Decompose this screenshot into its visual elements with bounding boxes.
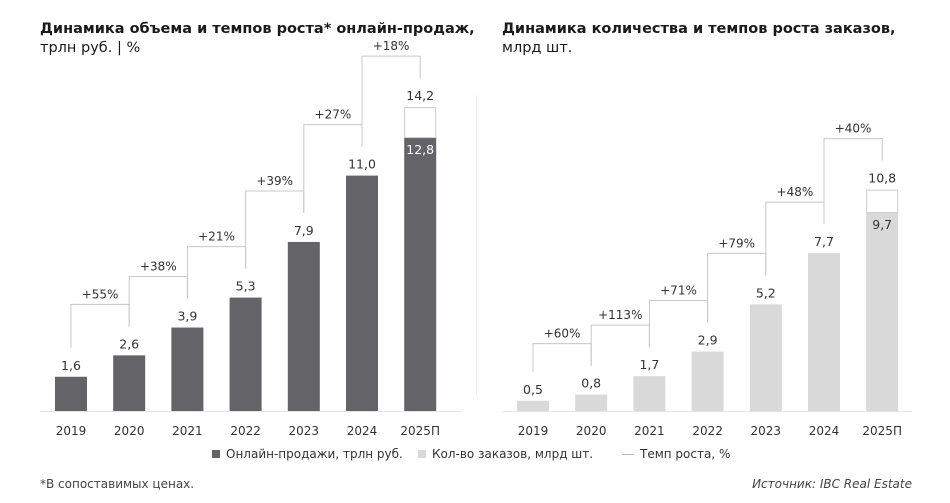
legend-label: Онлайн-продажи, трлн руб. (226, 447, 403, 461)
right-subtitle: млрд шт. (502, 40, 573, 56)
bar-2019 (517, 400, 549, 411)
bar-2021 (633, 376, 666, 411)
data-label: 5,3 (236, 279, 256, 294)
bar-2025П (866, 212, 899, 411)
x-tick-label: 2021 (172, 424, 203, 438)
source: Источник: IBC Real Estate (752, 477, 912, 491)
data-label: 7,7 (814, 234, 834, 249)
data-label: 5,2 (756, 285, 776, 300)
data-label: 12,8 (406, 142, 434, 157)
x-tick-label: 2025П (862, 424, 902, 438)
x-tick-label: 2021 (634, 424, 665, 438)
x-tick-label: 2025П (400, 424, 440, 438)
bar-2024 (808, 253, 840, 411)
x-tick-label: 2023 (289, 424, 320, 438)
legend-line (622, 453, 634, 455)
data-label: 11,0 (348, 157, 376, 172)
growth-label: +71% (660, 284, 697, 298)
data-label: 2,6 (119, 336, 139, 351)
data-label: 1,7 (639, 357, 659, 372)
bar-2023 (749, 304, 782, 411)
growth-label: +27% (315, 108, 352, 122)
growth-label: +55% (82, 287, 119, 301)
legend-item-online: Онлайн-продажи, трлн руб. (212, 447, 403, 461)
growth-bracket (361, 55, 421, 147)
legend-item-orders: Кол-во заказов, млрд шт. (418, 447, 593, 461)
growth-label: +48% (777, 185, 814, 199)
bar-2020 (575, 394, 608, 411)
forecast-bar-segment (866, 189, 899, 214)
legend-item-growth: Темп роста, % (622, 447, 730, 461)
growth-label: +40% (835, 122, 872, 136)
forecast-total-label: 14,2 (406, 88, 434, 103)
bar-2022 (691, 351, 724, 411)
x-tick-label: 2020 (114, 424, 145, 438)
right-chart-title: Динамика количества и темпов роста заказ… (502, 20, 896, 58)
data-label: 0,5 (523, 382, 543, 397)
data-label: 1,6 (61, 358, 81, 373)
left-chart-title: Динамика объема и темпов роста* онлайн-п… (40, 20, 475, 58)
bar-2022 (229, 297, 262, 411)
data-label: 7,9 (294, 223, 314, 238)
x-tick-label: 2019 (56, 424, 87, 438)
growth-label: +18% (373, 39, 410, 53)
x-tick-label: 2019 (518, 424, 549, 438)
forecast-total-label: 10,8 (868, 171, 896, 186)
growth-label: +113% (598, 308, 642, 322)
footnote: *В сопоставимых ценах. (40, 477, 195, 491)
bar-2025П (404, 137, 437, 411)
data-label: 3,9 (177, 309, 197, 324)
bar-2019 (55, 376, 87, 411)
bar-2021 (171, 327, 204, 411)
left-title-line: Динамика объема и темпов роста* онлайн-п… (40, 21, 475, 37)
growth-bracket (532, 343, 592, 372)
data-label: 2,9 (698, 333, 718, 348)
growth-label: +39% (256, 174, 293, 188)
growth-bracket (823, 138, 883, 225)
x-tick-label: 2022 (230, 424, 261, 438)
bar-2020 (113, 355, 146, 411)
legend-swatch-light (418, 450, 426, 458)
x-tick-label: 2022 (692, 424, 723, 438)
legend-label: Кол-во заказов, млрд шт. (432, 447, 594, 461)
forecast-bar-segment (404, 107, 437, 139)
growth-label: +60% (544, 327, 581, 341)
data-label: 0,8 (581, 376, 601, 391)
bar-2023 (287, 241, 320, 411)
x-tick-label: 2024 (347, 424, 378, 438)
growth-label: +38% (140, 260, 177, 274)
growth-label: +21% (198, 230, 235, 244)
legend-label: Темп роста, % (640, 447, 731, 461)
bar-2024 (346, 175, 378, 411)
left-subtitle: трлн руб. | % (40, 40, 141, 56)
x-tick-label: 2023 (751, 424, 782, 438)
right-title-line: Динамика количества и темпов роста заказ… (502, 21, 896, 37)
legend-swatch-dark (212, 450, 220, 458)
growth-label: +79% (718, 236, 755, 250)
x-tick-label: 2020 (576, 424, 607, 438)
chart-divider (476, 95, 477, 395)
x-tick-label: 2024 (809, 424, 840, 438)
data-label: 9,7 (872, 217, 892, 232)
